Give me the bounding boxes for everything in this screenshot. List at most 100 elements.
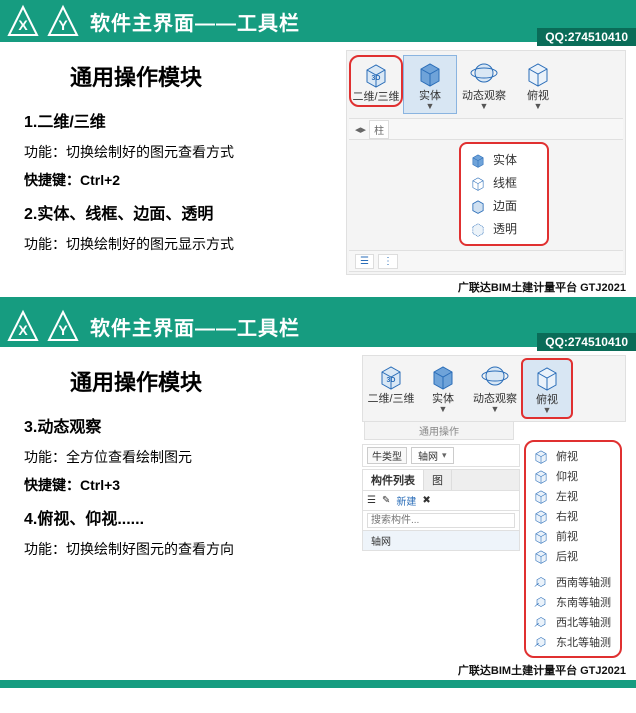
- ribbon-button[interactable]: 动态观察 ▼: [469, 358, 521, 419]
- panel-toolbar: ☰ ✎ 新建 ✖: [362, 491, 520, 511]
- view-menu-item-label: 东北等轴测: [556, 634, 611, 650]
- panel-area: 牛类型 轴网 构件列表 图 ☰ ✎ 新建 ✖: [362, 444, 520, 551]
- logo-y-triangle-icon: [46, 4, 80, 38]
- qq-badge: QQ:274510410: [537, 333, 636, 351]
- view-menu-item[interactable]: 东北等轴测: [528, 632, 618, 652]
- dropdown-arrow-icon: ▼: [418, 405, 468, 414]
- slide1-text: 通用操作模块 1.二维/三维 功能：切换绘制好的图元查看方式 快捷键：Ctrl+…: [24, 50, 346, 275]
- header: 软件主界面——工具栏 QQ:274510410: [0, 305, 636, 347]
- toolbar-list-icon[interactable]: ☰: [367, 495, 376, 506]
- header-title: 软件主界面——工具栏: [90, 7, 300, 36]
- view-menu-item[interactable]: 仰视: [528, 466, 618, 486]
- strip-segment[interactable]: 柱: [369, 120, 389, 139]
- search-input[interactable]: [367, 513, 515, 528]
- item-3-heading: 3.动态观察: [24, 413, 354, 437]
- view-menu-item[interactable]: 西北等轴测: [528, 612, 618, 632]
- ribbon-button[interactable]: 动态观察 ▼: [457, 55, 511, 114]
- view-menu-item-label: 东南等轴测: [556, 594, 611, 610]
- footer: 广联达BIM土建计量平台 GTJ2021: [458, 662, 626, 678]
- view-menu-item-label: 西南等轴测: [556, 574, 611, 590]
- item-3-function: 功能：全方位查看绘制图元: [24, 447, 354, 467]
- filter-dropdown[interactable]: 轴网: [411, 447, 454, 464]
- dropdown-arrow-icon: ▼: [404, 102, 456, 111]
- header-title: 软件主界面——工具栏: [90, 312, 300, 341]
- view-menu-item-label: 左视: [556, 488, 578, 504]
- item-3-hotkey: 快捷键：Ctrl+3: [24, 475, 354, 495]
- view-menu-item[interactable]: 左视: [528, 486, 618, 506]
- footer: 广联达BIM土建计量平台 GTJ2021: [458, 279, 626, 295]
- cubeplain-icon: [530, 362, 564, 392]
- dropdown-item[interactable]: 实体: [463, 148, 545, 171]
- item-1-heading: 1.二维/三维: [24, 108, 338, 132]
- panel-tabs: 构件列表 图: [362, 469, 520, 491]
- view-direction-menu[interactable]: 俯视仰视左视右视前视后视西南等轴测东南等轴测西北等轴测东北等轴测: [524, 440, 622, 658]
- dropdown-item[interactable]: 线框: [463, 171, 545, 194]
- view-menu-item-label: 仰视: [556, 468, 578, 484]
- ribbon-button[interactable]: 俯视 ▼: [521, 358, 573, 419]
- item-4-function: 功能：切换绘制好图元的查看方向: [24, 539, 354, 559]
- tab-drawing[interactable]: 图: [424, 470, 452, 490]
- ribbon-button[interactable]: 俯视 ▼: [511, 55, 565, 114]
- item-1-hotkey: 快捷键：Ctrl+2: [24, 170, 338, 190]
- view-menu-item-label: 俯视: [556, 448, 578, 464]
- filter-label: 牛类型: [367, 447, 407, 464]
- section-title: 通用操作模块: [70, 365, 354, 397]
- cube3d-icon: [359, 59, 393, 89]
- toolbar-edit-icon[interactable]: ✎: [382, 495, 390, 506]
- logo-x-triangle-icon: [6, 309, 40, 343]
- dropdown-item-label: 边面: [493, 197, 517, 214]
- dropdown-item-label: 实体: [493, 151, 517, 168]
- toolbar-close-icon[interactable]: ✖: [422, 495, 430, 506]
- cube3d-icon: [374, 361, 408, 391]
- cubesolid-icon: [426, 361, 460, 391]
- header: 软件主界面——工具栏 QQ:274510410: [0, 0, 636, 42]
- view-menu-item[interactable]: 右视: [528, 506, 618, 526]
- logo-x-triangle-icon: [6, 4, 40, 38]
- dropdown-item-label: 线框: [493, 174, 517, 191]
- view-menu-item[interactable]: 俯视: [528, 446, 618, 466]
- ribbon-button-label: 二维/三维: [351, 91, 401, 103]
- logo-y-triangle-icon: [46, 309, 80, 343]
- cubesolid-icon: [413, 58, 447, 88]
- display-mode-dropdown[interactable]: 实体线框边面透明: [459, 142, 549, 246]
- ribbon-button[interactable]: 实体 ▼: [417, 358, 469, 419]
- item-4-heading: 4.俯视、仰视......: [24, 505, 354, 529]
- new-button[interactable]: 新建: [396, 493, 416, 508]
- orbit-icon: [467, 58, 501, 88]
- view-menu-item-label: 西北等轴测: [556, 614, 611, 630]
- dropdown-arrow-icon: ▼: [512, 102, 564, 111]
- dropdown-item-label: 透明: [493, 220, 517, 237]
- view-menu-item-label: 前视: [556, 528, 578, 544]
- filter-row: 牛类型 轴网: [362, 444, 520, 467]
- item-2-function: 功能：切换绘制好的图元显示方式: [24, 234, 338, 254]
- item-2-heading: 2.实体、线框、边面、透明: [24, 200, 338, 224]
- dropdown-item[interactable]: 边面: [463, 194, 545, 217]
- dropdown-arrow-icon: ▼: [523, 406, 571, 415]
- dropdown-item[interactable]: 透明: [463, 217, 545, 240]
- qq-badge: QQ:274510410: [537, 28, 636, 46]
- item-1-function: 功能：切换绘制好的图元查看方式: [24, 142, 338, 162]
- ribbon-button[interactable]: 二维/三维: [365, 358, 417, 419]
- dropdown-arrow-icon: ▼: [470, 405, 520, 414]
- view-menu-item[interactable]: 东南等轴测: [528, 592, 618, 612]
- section-title: 通用操作模块: [70, 60, 338, 92]
- tab-component-list[interactable]: 构件列表: [363, 470, 424, 490]
- ribbon-button[interactable]: 实体 ▼: [403, 55, 457, 114]
- ribbon-group-label: 通用操作: [364, 422, 514, 440]
- ribbon-toolbar-2: 二维/三维 实体 ▼ 动态观察 ▼ 俯视 ▼ 通用操作: [362, 355, 626, 658]
- slide-1: 软件主界面——工具栏 QQ:274510410 通用操作模块 1.二维/三维 功…: [0, 0, 636, 305]
- slide-2: 软件主界面——工具栏 QQ:274510410 通用操作模块 3.动态观察 功能…: [0, 305, 636, 688]
- cubeplain-icon: [521, 58, 555, 88]
- ribbon-lower-strip-2: ☰ ⋮: [349, 250, 623, 272]
- dropdown-arrow-icon: ▼: [458, 102, 510, 111]
- view-menu-item[interactable]: 西南等轴测: [528, 572, 618, 592]
- orbit-icon: [478, 361, 512, 391]
- ribbon-toolbar: 二维/三维 实体 ▼ 动态观察 ▼ 俯视 ▼ ◂▸ 柱: [346, 50, 626, 275]
- slide2-text: 通用操作模块 3.动态观察 功能：全方位查看绘制图元 快捷键：Ctrl+3 4.…: [24, 355, 362, 658]
- view-menu-item[interactable]: 后视: [528, 546, 618, 566]
- ribbon-button[interactable]: 二维/三维: [349, 55, 403, 107]
- tree-item-axis[interactable]: 轴网: [362, 531, 520, 551]
- view-menu-item[interactable]: 前视: [528, 526, 618, 546]
- panel-search: [362, 511, 520, 531]
- ribbon-button-label: 二维/三维: [366, 393, 416, 405]
